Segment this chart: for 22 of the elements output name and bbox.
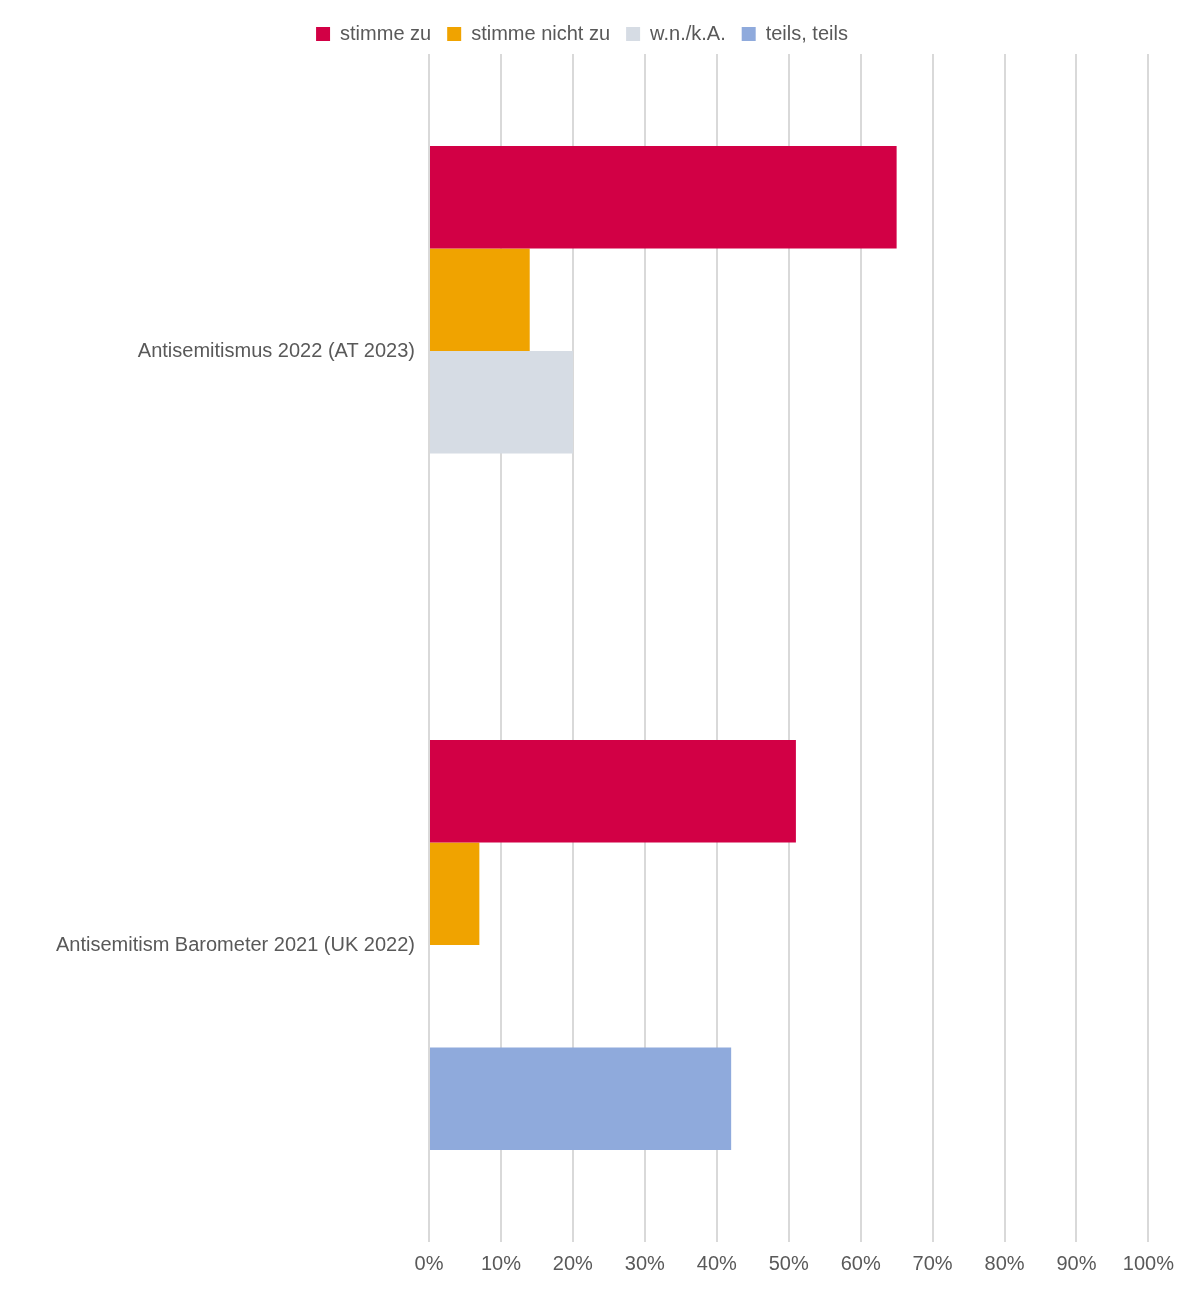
x-tick-label: 10%: [480, 1251, 522, 1274]
x-tick-label: 60%: [840, 1251, 881, 1274]
x-tick-label: 50%: [768, 1251, 809, 1274]
y-tick-label: Antisemitism Barometer 2021 (UK 2022): [55, 932, 415, 955]
y-tick-label: Antisemitismus 2022 (AT 2023): [137, 338, 415, 361]
legend-label: stimme nicht zu: [471, 21, 611, 44]
bar: [430, 842, 480, 945]
bar: [430, 740, 796, 843]
bar: [430, 1047, 732, 1150]
x-tick-label: 100%: [1122, 1251, 1175, 1274]
legend-label: stimme zu: [340, 21, 432, 44]
x-tick-label: 40%: [696, 1251, 737, 1274]
bar: [430, 146, 897, 249]
x-tick-label: 20%: [552, 1251, 594, 1274]
legend-label: w.n./k.A.: [649, 21, 726, 44]
x-tick-label: 80%: [984, 1251, 1025, 1274]
x-tick-label: 70%: [912, 1251, 953, 1274]
legend-label: teils, teils: [765, 21, 848, 44]
x-tick-label: 30%: [624, 1251, 666, 1274]
bar: [430, 248, 530, 351]
x-tick-label: 0%: [414, 1251, 444, 1274]
x-tick-label: 90%: [1056, 1251, 1097, 1274]
